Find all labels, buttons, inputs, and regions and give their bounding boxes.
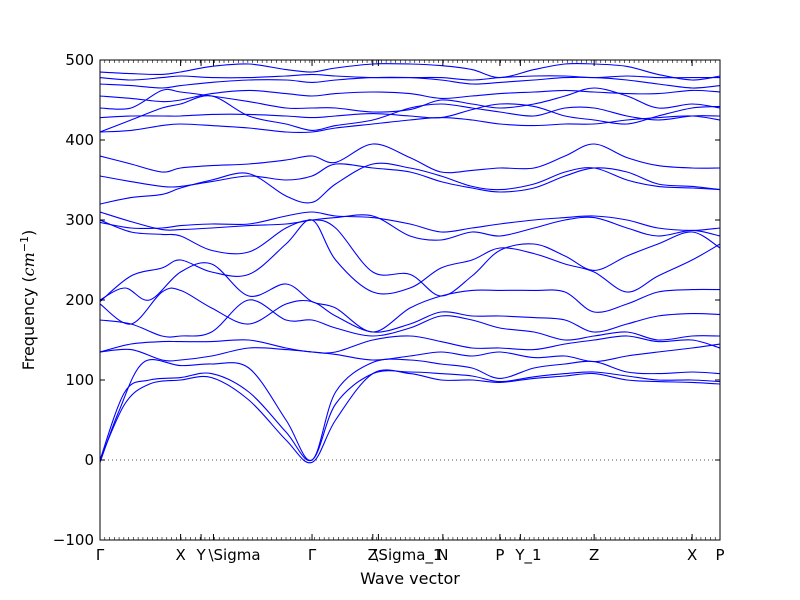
y-tick-label: 300 [65,211,94,229]
y-axis-label-prefix: Frequency ( [19,276,38,370]
branch-line-18 [100,103,720,125]
x-tick-label: P [495,546,504,564]
x-tick-label: N [437,546,448,564]
branch-line-15 [100,143,720,174]
branch-line-13 [100,162,720,205]
y-tick-label: 400 [65,131,94,149]
branch-line-1 [100,369,720,464]
branch-line-11 [100,211,720,241]
branch-line-5 [100,335,720,354]
x-tick-label: \Sigma [208,546,260,564]
x-axis-label: Wave vector [360,569,460,588]
y-tick-label: 100 [65,371,94,389]
y-tick-label: 500 [65,51,94,69]
x-tick-label: Γ [96,546,105,564]
branch-line-2 [100,370,720,462]
x-tick-label: Z [368,546,378,564]
branch-line-17 [100,95,720,133]
branch-line-7 [100,287,720,333]
x-tick-label: Z [589,546,599,564]
y-tick-label: −100 [53,531,94,549]
branch-line-9 [100,219,720,303]
y-axis-label: Frequency (cm−1) [18,230,38,371]
x-tick-label: \Sigma_1 [373,546,442,565]
y-tick-label: 0 [84,451,94,469]
y-axis-label-unit: cm [19,252,38,276]
branch-line-21 [100,76,720,89]
branch-line-12 [100,211,720,233]
plot-frame [99,59,721,541]
x-tick-label: P [715,546,724,564]
branch-line-6 [100,299,720,341]
branch-line-22 [100,73,720,81]
branch-line-8 [100,262,720,333]
x-tick-label: X [175,546,185,564]
series-layer [100,62,720,464]
y-axis-label-exponent: −1 [18,236,31,252]
x-tick-label: Y [195,546,206,564]
branch-line-16 [100,115,720,134]
branch-line-20 [100,89,720,103]
y-axis-label-suffix: ) [19,230,38,236]
branch-line-23 [100,62,720,81]
x-tick-label: X [687,546,697,564]
branch-line-4 [100,343,720,363]
x-tick-label: Γ [308,546,317,564]
x-tick-label: Y_1 [514,546,541,565]
branch-line-14 [100,163,720,193]
branch-line-10 [100,219,720,297]
y-tick-label: 200 [65,291,94,309]
y-axis-ticks: −100 0 100 200 300 400 500 [53,51,720,549]
x-axis-ticks: Γ X Y \Sigma Γ Z\Sigma_1N P Y_1 Z X P [96,60,725,565]
branch-line-3 [100,358,720,463]
